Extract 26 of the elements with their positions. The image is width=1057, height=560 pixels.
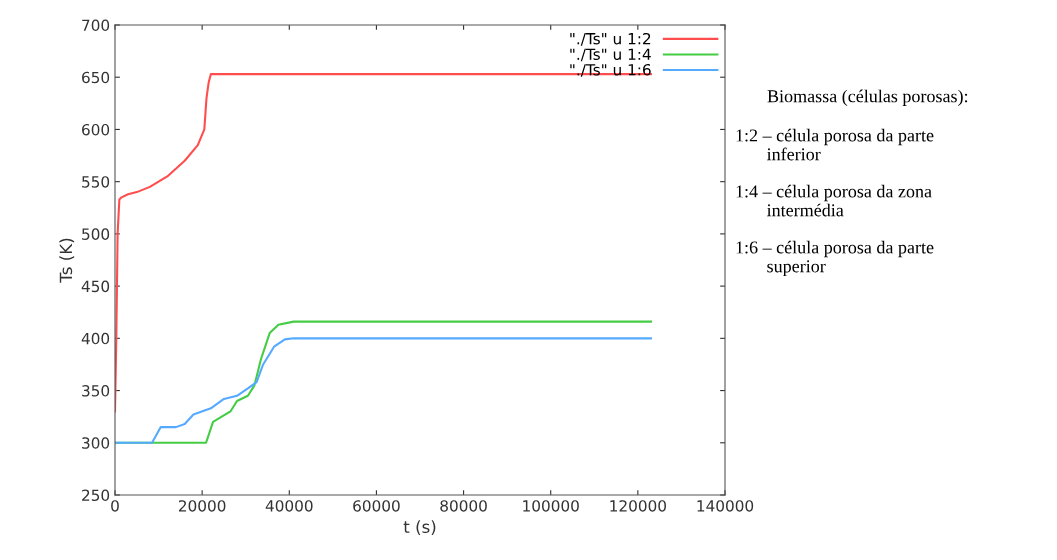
x-tick-label: 40000 [265,500,313,512]
x-axis-title: t (s) [403,520,436,536]
x-tick-label: 120000 [610,500,666,512]
y-tick-label: 300 [82,437,110,449]
y-tick-label: 550 [82,176,110,188]
legend-label: "./Ts" u 1:4 [570,48,651,62]
y-tick-label: 450 [81,280,110,293]
text: Biomassa (células porosas): [767,89,968,106]
x-tick-label: 0 [111,500,119,512]
y-tick-label: 650 [82,71,110,84]
y-tick-label: 250 [82,489,110,502]
text: 1:6 – célula porosa da parte superior [736,240,934,277]
y-tick-label: 700 [82,19,110,32]
x-tick-label: 20000 [178,500,226,512]
x-tick-label: 100000 [523,500,579,512]
text: 1:4 – célula porosa da zona intermédia [736,184,932,217]
y-tick-label: 500 [82,228,110,240]
x-tick-label: 80000 [440,500,487,512]
x-tick-label: 60000 [353,500,400,512]
legend-label: "./Ts" u 1:2 [570,32,651,46]
y-tick-label: 600 [82,123,110,136]
text: 1:2 – célula porosa da parte inferior [736,128,934,161]
y-axis-title: Ts (K) [59,238,75,283]
y-tick-label: 350 [82,385,110,397]
y-tick-label: 400 [81,332,110,345]
x-tick-label: 140000 [697,500,754,512]
